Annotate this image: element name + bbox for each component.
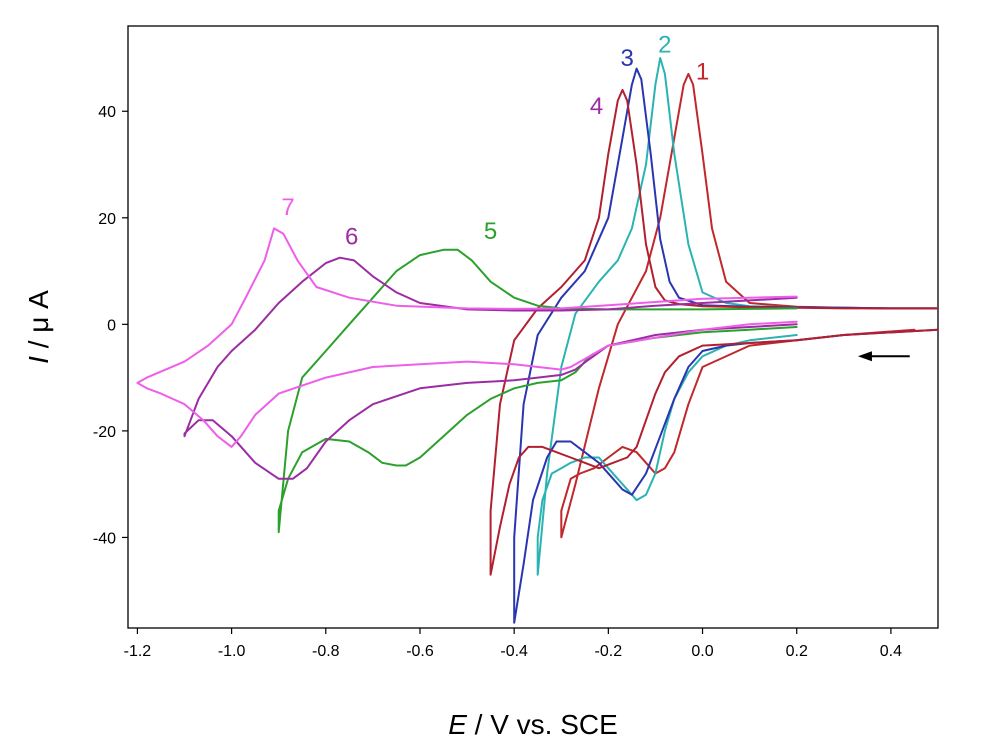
- y-axis-label: I / μ A: [23, 290, 54, 364]
- x-axis-label: E / V vs. SCE: [448, 709, 618, 740]
- curve-label-7: 7: [281, 194, 294, 221]
- x-tick-label: -0.4: [500, 643, 528, 660]
- scan-direction-arrow: [857, 351, 910, 362]
- y-tick-label: -20: [93, 424, 116, 441]
- curve-label-4: 4: [590, 93, 603, 120]
- curve-label-2: 2: [658, 32, 671, 59]
- x-tick-label: 0.4: [880, 643, 902, 660]
- x-tick-label: 0.0: [691, 643, 713, 660]
- series-line-2: [536, 57, 939, 576]
- y-axis-ticks: -40 -20 0 20 40: [93, 104, 128, 547]
- y-tick-label: 40: [98, 104, 116, 121]
- curve-label-3: 3: [621, 45, 634, 72]
- series-line-3: [513, 67, 939, 624]
- plot-frame: [127, 25, 939, 629]
- x-tick-label: -0.2: [595, 643, 623, 660]
- x-tick-label: -0.8: [312, 643, 340, 660]
- y-axis-label-unit: / μ A: [23, 290, 54, 356]
- x-tick-label: -0.6: [406, 643, 434, 660]
- series-layer: [136, 57, 939, 624]
- x-tick-label: -1.0: [218, 643, 246, 660]
- x-axis-label-unit: / V vs. SCE: [467, 709, 618, 740]
- series-line-4: [489, 88, 939, 576]
- x-tick-label: 0.2: [786, 643, 808, 660]
- y-axis-label-symbol: I: [23, 356, 54, 364]
- series-line-7: [136, 227, 798, 448]
- series-line-6: [183, 256, 798, 480]
- x-tick-label: -1.2: [124, 643, 152, 660]
- series-line-5: [277, 248, 798, 534]
- curve-label-1: 1: [696, 58, 709, 85]
- x-axis-label-symbol: E: [448, 709, 467, 740]
- y-tick-label: 0: [107, 317, 116, 334]
- series-line-1: [560, 72, 939, 539]
- y-tick-label: 20: [98, 211, 116, 228]
- y-tick-label: -40: [93, 530, 116, 547]
- curve-label-5: 5: [484, 218, 497, 245]
- arrow-head: [857, 351, 872, 362]
- x-axis-ticks: -1.2 -1.0 -0.8 -0.6 -0.4 -0.2 0.0 0.2 0.4: [124, 628, 902, 660]
- curve-label-6: 6: [345, 223, 358, 250]
